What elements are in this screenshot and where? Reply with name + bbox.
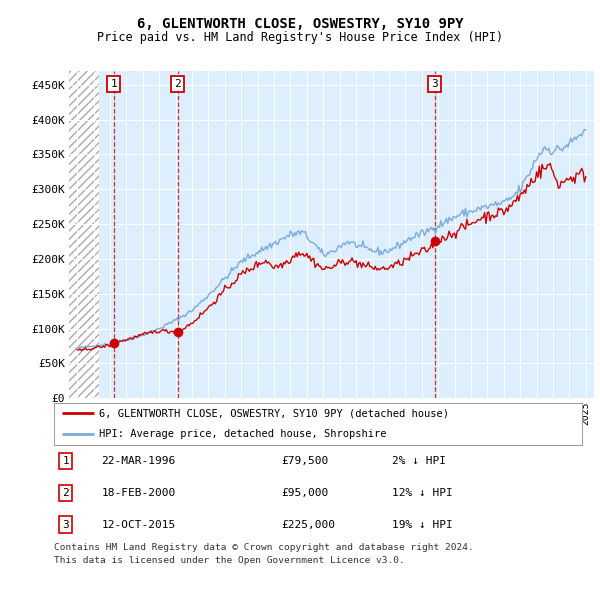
Text: 19% ↓ HPI: 19% ↓ HPI: [392, 520, 452, 530]
Text: Price paid vs. HM Land Registry's House Price Index (HPI): Price paid vs. HM Land Registry's House …: [97, 31, 503, 44]
Text: 12% ↓ HPI: 12% ↓ HPI: [392, 488, 452, 498]
Text: 1: 1: [62, 456, 69, 466]
Text: £225,000: £225,000: [281, 520, 335, 530]
Text: £95,000: £95,000: [281, 488, 328, 498]
Text: HPI: Average price, detached house, Shropshire: HPI: Average price, detached house, Shro…: [99, 430, 386, 440]
Text: 2% ↓ HPI: 2% ↓ HPI: [392, 456, 446, 466]
Text: 18-FEB-2000: 18-FEB-2000: [101, 488, 176, 498]
Text: £79,500: £79,500: [281, 456, 328, 466]
Text: 3: 3: [62, 520, 69, 530]
Bar: [69, 71, 98, 398]
Text: 2: 2: [174, 79, 181, 89]
Text: 1: 1: [110, 79, 117, 89]
Text: 6, GLENTWORTH CLOSE, OSWESTRY, SY10 9PY: 6, GLENTWORTH CLOSE, OSWESTRY, SY10 9PY: [137, 17, 463, 31]
Text: 6, GLENTWORTH CLOSE, OSWESTRY, SY10 9PY (detached house): 6, GLENTWORTH CLOSE, OSWESTRY, SY10 9PY …: [99, 408, 449, 418]
Text: 2: 2: [62, 488, 69, 498]
Text: 22-MAR-1996: 22-MAR-1996: [101, 456, 176, 466]
Text: Contains HM Land Registry data © Crown copyright and database right 2024.: Contains HM Land Registry data © Crown c…: [54, 543, 474, 552]
Text: 12-OCT-2015: 12-OCT-2015: [101, 520, 176, 530]
Bar: [69, 71, 98, 398]
Text: 3: 3: [431, 79, 438, 89]
Text: This data is licensed under the Open Government Licence v3.0.: This data is licensed under the Open Gov…: [54, 556, 405, 565]
